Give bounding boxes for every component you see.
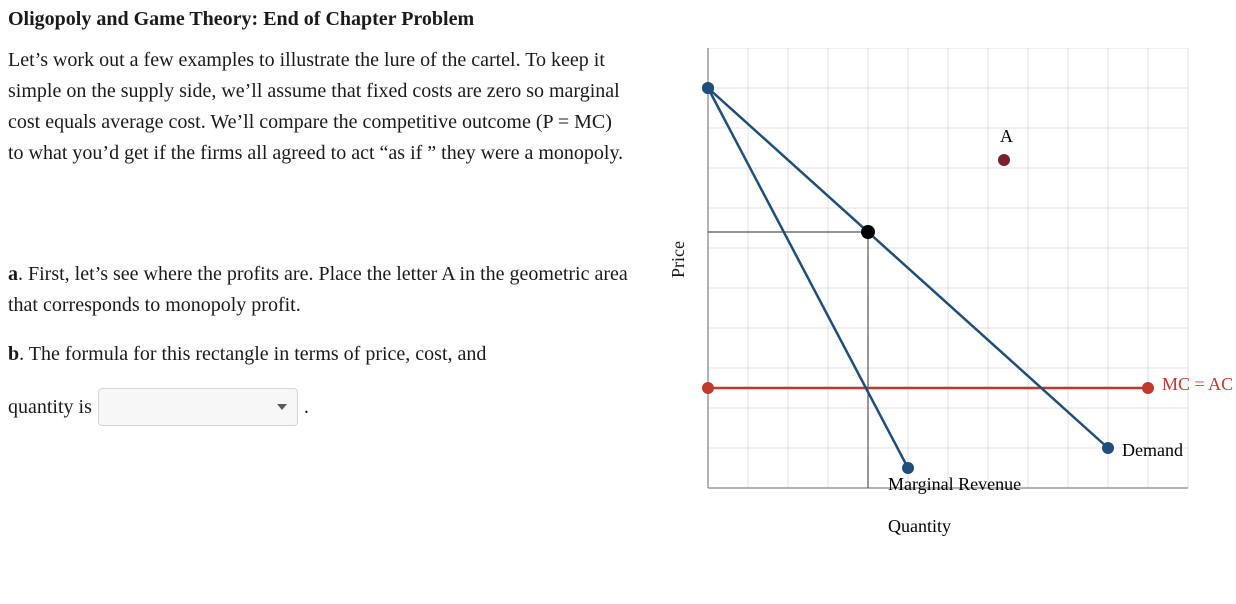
point-a-label: A xyxy=(1000,126,1013,147)
question-b-period: . xyxy=(304,392,309,423)
y-axis-label: Price xyxy=(668,241,689,278)
question-b-quantity-is: quantity is xyxy=(8,392,92,423)
demand-label: Demand xyxy=(1122,440,1183,461)
question-a-text: . First, let’s see where the profits are… xyxy=(8,263,628,316)
question-b-line1: b. The formula for this rectangle in ter… xyxy=(8,339,628,370)
page-title: Oligopoly and Game Theory: End of Chapte… xyxy=(8,8,628,31)
question-b-prefix: b xyxy=(8,343,19,365)
formula-dropdown[interactable] xyxy=(98,388,298,426)
mr-label: Marginal Revenue xyxy=(888,474,1021,495)
intro-paragraph: Let’s work out a few examples to illustr… xyxy=(8,45,628,169)
x-axis-label: Quantity xyxy=(888,516,951,537)
chevron-down-icon xyxy=(277,404,287,410)
question-b-text-before: . The formula for this rectangle in term… xyxy=(19,343,486,365)
economics-chart[interactable]: Price AMC = ACDemandMarginal RevenueQuan… xyxy=(668,48,1208,533)
question-a-prefix: a xyxy=(8,263,18,285)
mc-ac-label: MC = AC xyxy=(1162,374,1233,395)
question-b-line2: quantity is . xyxy=(8,388,628,426)
question-a: a. First, let’s see where the profits ar… xyxy=(8,259,628,321)
